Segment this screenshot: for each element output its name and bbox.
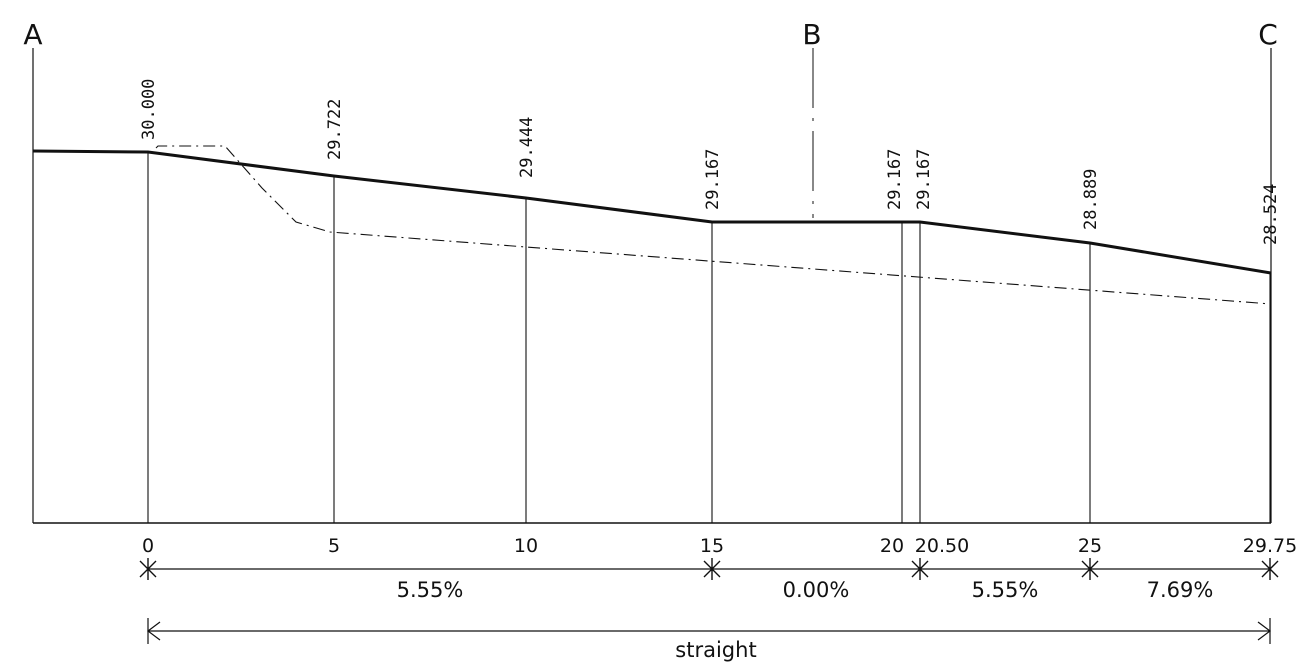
point-label-c: C bbox=[1258, 18, 1278, 51]
level-label-15: 29.167 bbox=[703, 149, 723, 210]
alignment-dimension: straight bbox=[147, 618, 1271, 662]
gradient-dimension: 5.55% 0.00% 5.55% 7.69% bbox=[139, 558, 1279, 602]
chainage-label-20: 20 bbox=[880, 535, 904, 557]
level-label-20-50: 29.167 bbox=[914, 149, 934, 210]
chainage-label-0: 0 bbox=[142, 535, 154, 557]
gradient-label-1: 0.00% bbox=[783, 578, 850, 602]
gradient-marker-29-75 bbox=[1261, 558, 1279, 580]
chainage-label-15: 15 bbox=[700, 535, 724, 557]
chainage-label-25: 25 bbox=[1078, 535, 1102, 557]
level-label-5: 29.722 bbox=[325, 99, 345, 160]
chainage-labels: 0 5 10 15 20 20.50 25 29.75 bbox=[142, 535, 1297, 557]
gradient-label-0: 5.55% bbox=[397, 578, 464, 602]
alignment-label: straight bbox=[675, 638, 756, 662]
chainage-label-10: 10 bbox=[514, 535, 538, 557]
level-label-29-75: 28.524 bbox=[1261, 184, 1281, 245]
point-label-b: B bbox=[802, 18, 821, 51]
chainage-label-20-50: 20.50 bbox=[915, 535, 969, 557]
existing-ground-line bbox=[155, 145, 1272, 305]
level-label-25: 28.889 bbox=[1081, 169, 1101, 230]
level-labels: 30.000 29.722 29.444 29.167 29.167 29.167 28.8… bbox=[139, 79, 1281, 245]
chainage-label-5: 5 bbox=[328, 535, 340, 557]
level-label-10: 29.444 bbox=[517, 117, 537, 178]
gradient-label-3: 7.69% bbox=[1147, 578, 1214, 602]
gradient-marker-25 bbox=[1081, 558, 1099, 580]
gradient-label-2: 5.55% bbox=[972, 578, 1039, 602]
gradient-marker-15 bbox=[703, 558, 721, 580]
station-lines bbox=[147, 152, 1271, 523]
gradient-marker-20-5 bbox=[911, 558, 929, 580]
gradient-marker-0 bbox=[139, 558, 157, 580]
level-label-0: 30.000 bbox=[139, 79, 159, 140]
chainage-label-29-75: 29.75 bbox=[1243, 535, 1297, 557]
point-label-a: A bbox=[23, 18, 42, 51]
level-label-20: 29.167 bbox=[885, 149, 905, 210]
